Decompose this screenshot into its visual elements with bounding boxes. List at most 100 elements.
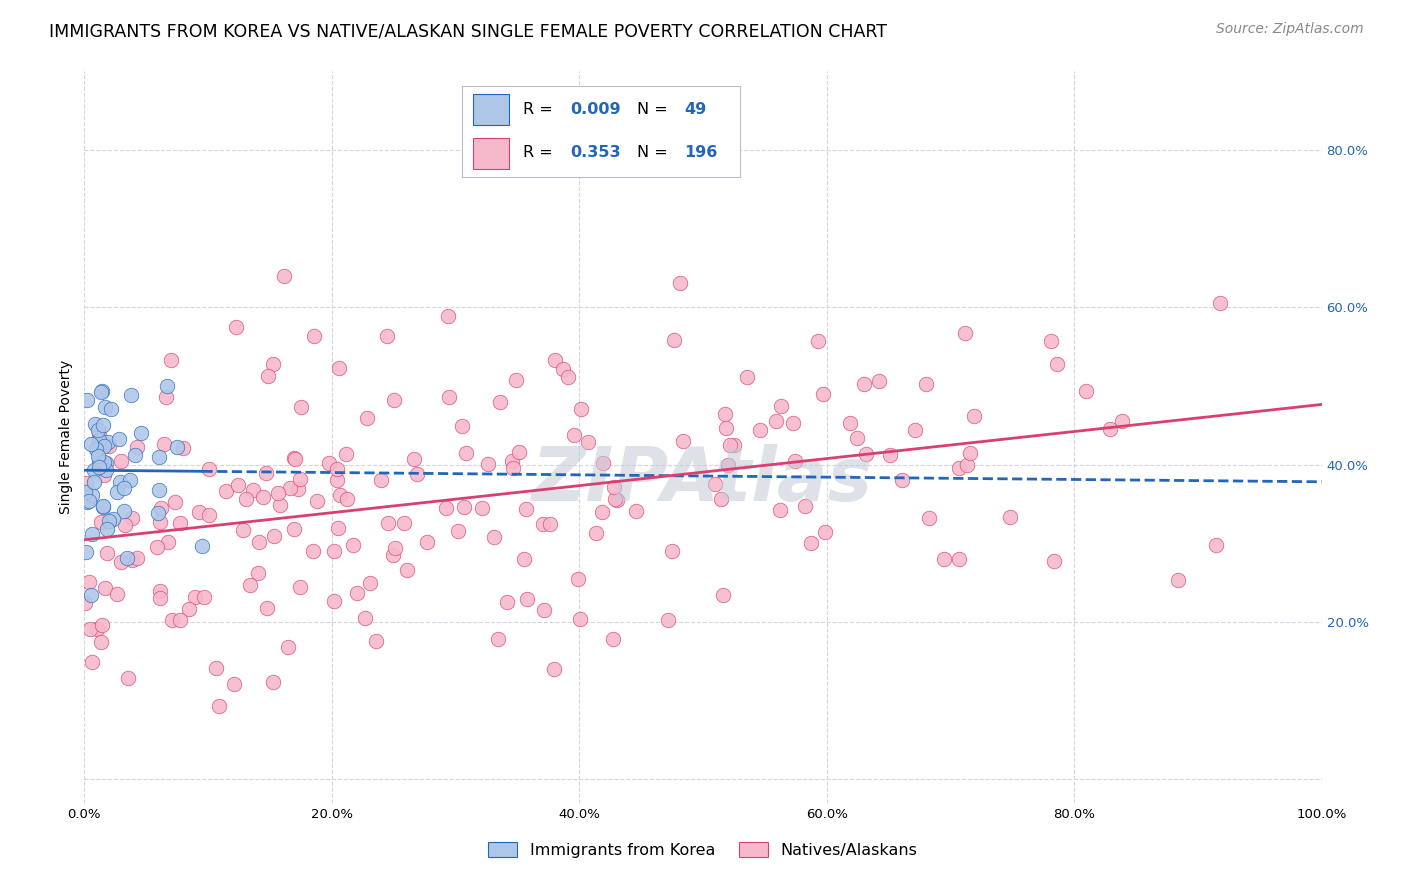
Point: [903, 423, 925, 437]
Point: [87, 453, 110, 467]
Point: [114, 518, 136, 533]
Point: [326, 521, 349, 535]
Point: [112, 504, 135, 518]
Point: [392, 516, 415, 530]
Point: [794, 500, 817, 514]
Point: [121, 511, 143, 525]
Point: [346, 586, 368, 600]
Point: [1209, 296, 1232, 310]
Point: [117, 551, 139, 566]
Point: [302, 544, 325, 558]
Point: [76, 392, 98, 407]
Point: [252, 490, 274, 504]
Point: [716, 458, 738, 473]
Point: [146, 506, 169, 520]
Point: [152, 437, 174, 451]
Point: [305, 493, 328, 508]
Point: [714, 407, 737, 421]
Point: [76, 494, 98, 508]
Point: [169, 516, 191, 530]
Point: [82, 655, 104, 669]
Point: [718, 438, 741, 452]
Point: [277, 640, 299, 654]
Point: [75, 476, 97, 491]
Text: Source: ZipAtlas.com: Source: ZipAtlas.com: [1216, 22, 1364, 37]
Point: [267, 485, 290, 500]
Point: [948, 461, 970, 475]
Point: [87, 459, 110, 474]
Point: [91, 499, 114, 513]
Point: [914, 377, 936, 392]
Point: [437, 390, 460, 404]
Point: [502, 461, 524, 475]
Point: [508, 445, 530, 459]
Point: [198, 508, 221, 522]
Point: [557, 370, 579, 384]
Point: [785, 454, 807, 468]
Point: [533, 603, 555, 617]
Point: [516, 592, 538, 607]
Point: [254, 467, 277, 481]
Point: [215, 484, 238, 499]
Point: [83, 417, 105, 431]
Text: IMMIGRANTS FROM KOREA VS NATIVE/ALASKAN SINGLE FEMALE POVERTY CORRELATION CHART: IMMIGRANTS FROM KOREA VS NATIVE/ALASKAN …: [49, 22, 887, 40]
Point: [96, 522, 118, 536]
Point: [93, 467, 115, 482]
Point: [451, 419, 474, 434]
Point: [94, 400, 117, 414]
Point: [868, 375, 890, 389]
Point: [879, 448, 901, 462]
Point: [187, 505, 209, 519]
Point: [91, 384, 114, 399]
Point: [93, 439, 115, 453]
Point: [247, 535, 270, 549]
Point: [436, 309, 458, 323]
Point: [83, 475, 105, 489]
Point: [156, 534, 179, 549]
Point: [356, 411, 378, 425]
Point: [278, 481, 301, 495]
Point: [80, 488, 103, 502]
Point: [329, 488, 352, 502]
Point: [108, 475, 131, 490]
Point: [335, 447, 357, 461]
Point: [606, 493, 628, 508]
Point: [149, 583, 172, 598]
Point: [90, 515, 112, 529]
Point: [112, 481, 135, 495]
Point: [146, 540, 169, 554]
Point: [117, 671, 139, 685]
Point: [769, 503, 792, 517]
Point: [375, 328, 398, 343]
Point: [93, 582, 115, 596]
Point: [77, 494, 100, 508]
Point: [807, 334, 830, 348]
Point: [396, 563, 419, 577]
Point: [232, 523, 254, 537]
Point: [814, 524, 837, 539]
Legend: Immigrants from Korea, Natives/Alaskans: Immigrants from Korea, Natives/Alaskans: [482, 836, 924, 864]
Point: [288, 580, 311, 594]
Point: [166, 441, 188, 455]
Point: [447, 524, 470, 538]
Point: [477, 458, 499, 472]
Point: [87, 449, 110, 463]
Point: [93, 455, 115, 469]
Point: [569, 401, 592, 416]
Point: [562, 427, 585, 442]
Point: [488, 395, 510, 409]
Point: [668, 277, 690, 291]
Point: [169, 613, 191, 627]
Point: [118, 473, 141, 487]
Point: [125, 550, 148, 565]
Point: [505, 373, 527, 387]
Point: [366, 633, 388, 648]
Point: [86, 622, 108, 636]
Point: [318, 456, 340, 470]
Point: [1076, 384, 1098, 398]
Point: [302, 328, 325, 343]
Point: [89, 426, 111, 441]
Point: [107, 484, 129, 499]
Point: [127, 441, 149, 455]
Point: [172, 441, 194, 455]
